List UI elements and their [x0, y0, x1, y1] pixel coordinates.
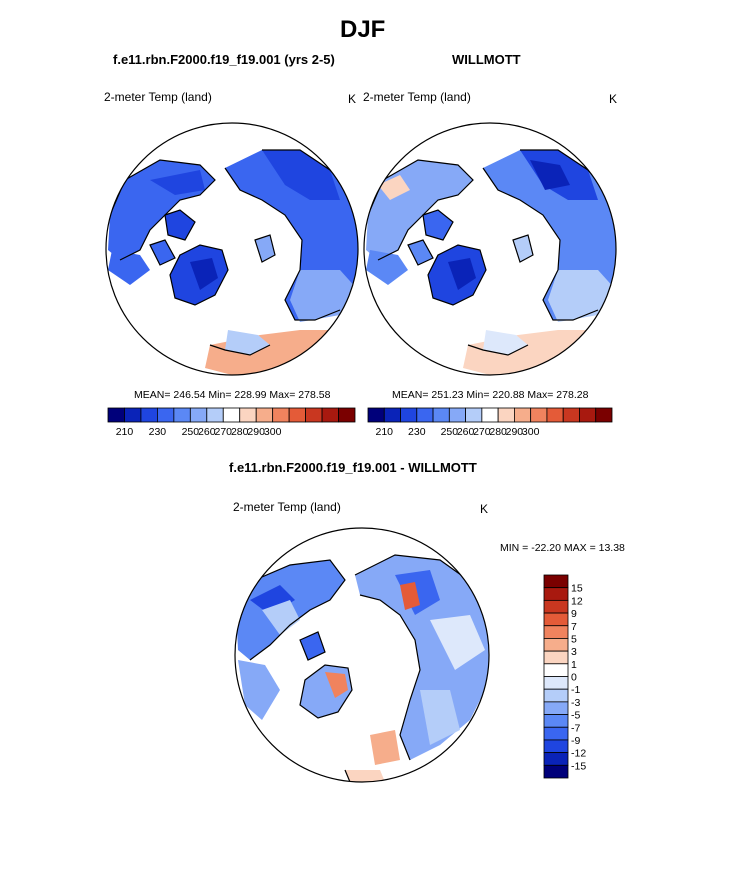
left-map-fill: [108, 150, 358, 375]
colorbar-0-swatch-12: [305, 407, 323, 423]
diff-stats: MIN = -22.20 MAX = 13.38: [500, 542, 625, 554]
diff-variable-label: 2-meter Temp (land): [233, 500, 341, 514]
colorbar-0-tick-2: 250: [182, 426, 200, 438]
diff-colorbar-swatch-4: [543, 625, 569, 639]
colorbar-0-tick-6: 290: [247, 426, 265, 438]
diff-colorbar-tick-7: 0: [571, 672, 577, 684]
colorbar-0-swatch-0: [107, 407, 125, 423]
diff-colorbar-swatch-1: [543, 587, 569, 601]
diff-colorbar-tick-0: 15: [571, 583, 583, 595]
diff-colorbar-swatch-2: [543, 599, 569, 614]
diff-colorbar-tick-12: -9: [571, 735, 580, 747]
colorbar-0-tick-4: 270: [215, 426, 233, 438]
colorbar-0-swatch-11: [288, 407, 306, 423]
diff-panel-title: f.e11.rbn.F2000.f19_f19.001 - WILLMOTT: [229, 460, 477, 475]
colorbar-0-swatch-2: [140, 407, 158, 423]
diff-colorbar-tick-11: -7: [571, 722, 580, 734]
diff-map-border: [234, 527, 490, 783]
colorbar-0-swatch-9: [255, 407, 274, 423]
colorbar-1-swatch-9: [514, 407, 532, 423]
diff-colorbar-tick-1: 12: [571, 595, 583, 607]
colorbar-0-tick-0: 210: [116, 426, 134, 438]
colorbar-0-swatch-5: [189, 407, 208, 423]
diff-colorbar-swatch-11: [543, 714, 569, 728]
left-map-border: [105, 122, 359, 376]
colorbar-0-swatch-6: [206, 407, 224, 423]
colorbar-1-swatch-4: [432, 407, 450, 423]
diff-colorbar-swatch-14: [543, 752, 569, 766]
diff-colorbar-tick-3: 7: [571, 621, 577, 633]
colorbar-1-tick-4: 270: [473, 426, 491, 438]
diff-colorbar-tick-10: -5: [571, 710, 580, 722]
colorbar-0-swatch-1: [124, 407, 142, 423]
diff-colorbar-tick-8: -1: [571, 684, 580, 696]
right-stats: MEAN= 251.23 Min= 220.88 Max= 278.28: [392, 389, 589, 401]
diff-colorbar-tick-4: 5: [571, 633, 577, 645]
right-polar-map: [363, 122, 617, 376]
left-panel-title: f.e11.rbn.F2000.f19_f19.001 (yrs 2-5): [113, 52, 335, 67]
colorbar-0-tick-7: 300: [264, 426, 282, 438]
figure-title: DJF: [340, 16, 386, 43]
diff-colorbar-tick-6: 1: [571, 659, 577, 671]
colorbar-1-tick-5: 280: [489, 426, 507, 438]
diff-polar-map: [234, 527, 490, 783]
diff-colorbar-swatch-7: [543, 663, 569, 677]
diff-colorbar-swatch-13: [543, 739, 569, 754]
diff-units-label: K: [480, 502, 489, 516]
right-units-label: K: [609, 92, 618, 106]
colorbar-1-swatch-3: [416, 407, 434, 423]
diff-colorbar-tick-2: 9: [571, 608, 577, 620]
colorbar-1-swatch-6: [465, 407, 483, 423]
diff-colorbar-swatch-8: [543, 676, 569, 690]
left-units-label: K: [348, 92, 357, 106]
left-variable-label: 2-meter Temp (land): [104, 90, 212, 104]
colorbar-1-tick-3: 260: [457, 426, 475, 438]
diff-colorbar-swatch-10: [543, 701, 569, 715]
colorbar-1-tick-2: 250: [441, 426, 459, 438]
diff-colorbar-swatch-15: [543, 764, 569, 779]
diff-colorbar-swatch-3: [543, 612, 569, 627]
colorbar-1-swatch-13: [579, 407, 597, 423]
colorbar-0-swatch-14: [338, 407, 356, 423]
diff-colorbar-swatch-5: [543, 638, 569, 652]
right-panel-title: WILLMOTT: [452, 52, 521, 67]
colorbar-1-swatch-10: [530, 407, 548, 423]
left-stats: MEAN= 246.54 Min= 228.99 Max= 278.58: [134, 389, 331, 401]
colorbar-1-swatch-0: [367, 407, 385, 423]
diff-colorbar-swatch-9: [543, 688, 569, 703]
colorbar-0-swatch-3: [156, 407, 175, 423]
diff-colorbar-tick-5: 3: [571, 646, 577, 658]
colorbar-0-swatch-13: [321, 407, 339, 423]
colorbar-0-swatch-4: [173, 407, 191, 423]
colorbar-0-tick-3: 260: [198, 426, 216, 438]
diff-colorbar-tick-14: -15: [571, 760, 586, 772]
diff-colorbar-swatch-6: [543, 650, 569, 665]
diff-colorbar-tick-13: -12: [571, 748, 586, 760]
colorbar-1-swatch-5: [448, 407, 467, 423]
diff-colorbar-swatch-12: [543, 726, 569, 741]
diff-colorbar-tick-9: -3: [571, 697, 580, 709]
colorbar-0-tick-1: 230: [149, 426, 167, 438]
colorbar-1-tick-0: 210: [376, 426, 394, 438]
colorbar-0-swatch-8: [239, 407, 257, 423]
colorbar-1-swatch-12: [562, 407, 580, 423]
colorbar-0-tick-5: 280: [231, 426, 249, 438]
right-variable-label: 2-meter Temp (land): [363, 90, 471, 104]
colorbar-1-swatch-14: [595, 407, 613, 423]
colorbar-1-swatch-11: [546, 407, 564, 423]
colorbar-1-swatch-1: [383, 407, 401, 423]
colorbar-1-tick-1: 230: [408, 426, 426, 438]
diff-colorbar-swatch-0: [543, 574, 569, 589]
colorbar-1-tick-7: 300: [522, 426, 540, 438]
colorbar-1-swatch-8: [497, 407, 515, 423]
right-map-fill: [366, 150, 616, 375]
colorbar-0-swatch-7: [222, 407, 241, 423]
colorbar-1-swatch-7: [481, 407, 499, 423]
colorbar-0-swatch-10: [272, 407, 290, 423]
colorbar-1-tick-6: 290: [506, 426, 524, 438]
colorbar-1-swatch-2: [400, 407, 418, 423]
left-polar-map: [105, 122, 359, 376]
right-map-border: [363, 122, 617, 376]
